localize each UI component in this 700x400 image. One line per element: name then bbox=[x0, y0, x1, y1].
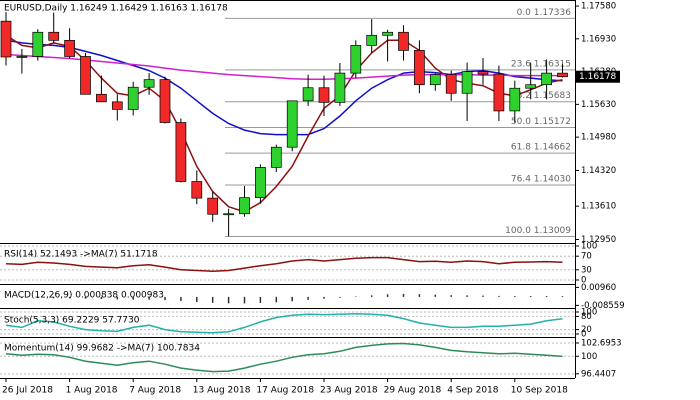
fib-label: 23.6 1.16315 bbox=[511, 59, 571, 69]
candle-body bbox=[429, 74, 441, 86]
y-tick-label: 1.17580 bbox=[581, 2, 616, 12]
candle-body bbox=[191, 181, 203, 199]
indicator-line bbox=[5, 313, 563, 334]
panel-title: Momentum(14) 99.9682 ->MA(7) 100.7834 bbox=[4, 344, 200, 354]
panel-title: Stoch(5,3,3) 69.2229 57.7730 bbox=[4, 316, 140, 326]
candle-body bbox=[16, 56, 28, 58]
candle-body bbox=[541, 72, 552, 86]
y-tick-label: 0.00960 bbox=[581, 283, 616, 293]
candle-body bbox=[159, 79, 171, 123]
last-price-box bbox=[576, 70, 620, 83]
candle-body bbox=[302, 87, 314, 102]
y-tick-label: 100 bbox=[581, 242, 597, 252]
candle-body bbox=[48, 31, 60, 41]
y-tick-label: 1.16930 bbox=[581, 34, 616, 44]
y-tick-label: 0 bbox=[581, 276, 586, 286]
fib-label: 100.0 1.13009 bbox=[505, 226, 571, 236]
frame bbox=[0, 0, 576, 379]
fib-label: 38.2 1.15683 bbox=[511, 91, 571, 101]
last-price-label: 1.16178 bbox=[579, 72, 616, 82]
candle-body bbox=[239, 197, 250, 215]
candle-body bbox=[366, 34, 378, 46]
candle-body bbox=[0, 20, 12, 58]
fib-label: 76.4 1.14030 bbox=[511, 175, 571, 185]
y-tick-label: 102.6953 bbox=[581, 338, 622, 348]
candle-body bbox=[461, 71, 473, 94]
y-tick-label: 1.14980 bbox=[581, 133, 616, 143]
candle-body bbox=[509, 87, 521, 112]
y-tick-label: 30 bbox=[581, 265, 592, 275]
candle-body bbox=[286, 100, 298, 148]
candle-body bbox=[445, 74, 457, 94]
y-tick-label: 100 bbox=[581, 352, 597, 362]
candle-body bbox=[207, 197, 219, 215]
candle-body bbox=[318, 87, 330, 103]
x-tick-label: 17 Aug 2018 bbox=[256, 386, 314, 396]
fib-label: 61.8 1.14662 bbox=[511, 143, 571, 153]
x-tick-label: 10 Sep 2018 bbox=[511, 386, 568, 396]
candle-body bbox=[493, 73, 505, 112]
x-tick-label: 13 Aug 2018 bbox=[193, 386, 251, 396]
fib-label: 50.0 1.15172 bbox=[511, 117, 571, 127]
y-tick-label: 80 bbox=[581, 312, 592, 322]
candle-body bbox=[477, 71, 489, 75]
y-tick-label: 70 bbox=[581, 252, 592, 262]
candle-body bbox=[143, 79, 155, 88]
y-tick-label: 1.14320 bbox=[581, 166, 616, 176]
candle-body bbox=[557, 72, 568, 78]
x-tick-label: 7 Aug 2018 bbox=[129, 386, 181, 396]
y-tick-label: 20 bbox=[581, 325, 592, 335]
panel-title: RSI(14) 52.1493 ->MA(7) 51.1718 bbox=[4, 250, 158, 260]
y-tick-label: 1.12950 bbox=[581, 235, 616, 245]
candle-body bbox=[334, 72, 346, 103]
panel-title: EURUSD,Daily 1.16249 1.16429 1.16163 1.1… bbox=[4, 4, 228, 14]
y-tick-label: -0.008559 bbox=[581, 301, 625, 311]
candle-body bbox=[96, 93, 107, 103]
x-tick-label: 26 Jul 2018 bbox=[2, 386, 53, 396]
y-tick-label: 96.4407 bbox=[581, 369, 616, 379]
y-tick-label: 1.15630 bbox=[581, 100, 616, 110]
x-tick-label: 1 Aug 2018 bbox=[66, 386, 118, 396]
candle-body bbox=[223, 213, 234, 216]
candle-body bbox=[127, 86, 139, 110]
candle-body bbox=[64, 39, 75, 57]
candle-body bbox=[414, 50, 425, 86]
candle-body bbox=[398, 31, 409, 51]
candle-body bbox=[525, 84, 537, 89]
candle-body bbox=[382, 31, 393, 36]
x-tick-label: 23 Aug 2018 bbox=[320, 386, 378, 396]
indicator-line bbox=[5, 256, 563, 272]
fib-label: 0.0 1.17336 bbox=[517, 8, 572, 18]
panel-title: MACD(12,26,9) 0.000838 0.000983 bbox=[4, 291, 164, 301]
indicator-line bbox=[5, 342, 563, 373]
candle-body bbox=[350, 45, 362, 74]
candle-body bbox=[270, 146, 282, 168]
x-tick-label: 4 Sep 2018 bbox=[447, 386, 499, 396]
x-tick-label: 29 Aug 2018 bbox=[384, 386, 442, 396]
candle-body bbox=[32, 31, 44, 57]
y-tick-label: 100 bbox=[581, 308, 597, 318]
candle-body bbox=[175, 122, 187, 182]
candle-body bbox=[111, 101, 123, 110]
candle-body bbox=[80, 56, 91, 95]
y-tick-label: 1.13610 bbox=[581, 202, 616, 212]
y-tick-label: 0 bbox=[581, 330, 586, 340]
candle-body bbox=[255, 167, 266, 198]
